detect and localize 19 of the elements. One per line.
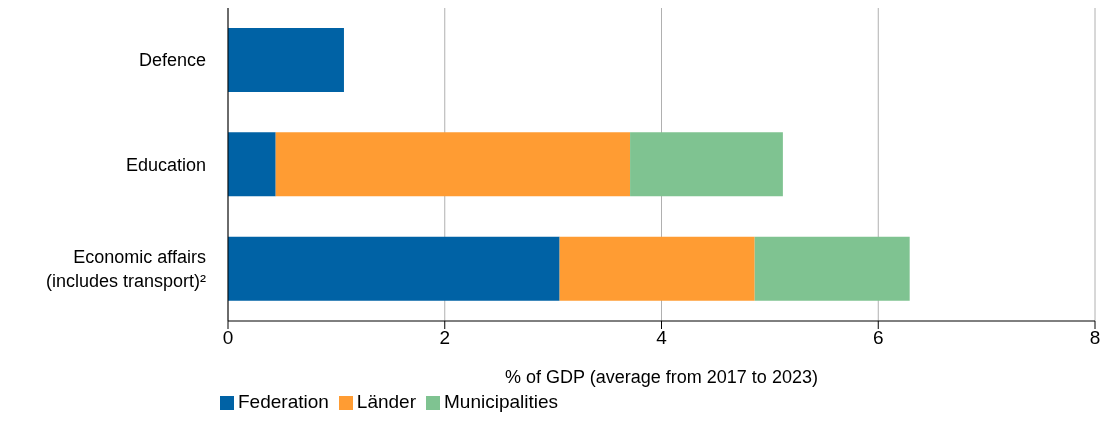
x-tick-label: 6: [872, 327, 884, 349]
bar: [559, 236, 755, 301]
bar: [275, 132, 631, 197]
x-axis-title: % of GDP (average from 2017 to 2023): [505, 367, 818, 387]
bar: [228, 132, 276, 197]
legend-label: Municipalities: [444, 391, 559, 412]
x-tick-label: 2: [439, 327, 451, 349]
bar: [228, 28, 344, 92]
y-tick-label: Defence: [138, 50, 206, 71]
legend-label: Länder: [356, 391, 417, 412]
legend-label: Federation: [238, 391, 329, 412]
x-tick-label: 0: [222, 327, 234, 349]
x-tick-label: 8: [1089, 327, 1101, 349]
x-tick-label: 4: [656, 327, 668, 349]
y-tick-label: Education: [125, 154, 206, 175]
bar: [630, 132, 783, 197]
bar: [754, 236, 910, 301]
bar: [228, 236, 560, 301]
y-tick-label: Economic affairs (includes transport)²: [45, 246, 206, 291]
